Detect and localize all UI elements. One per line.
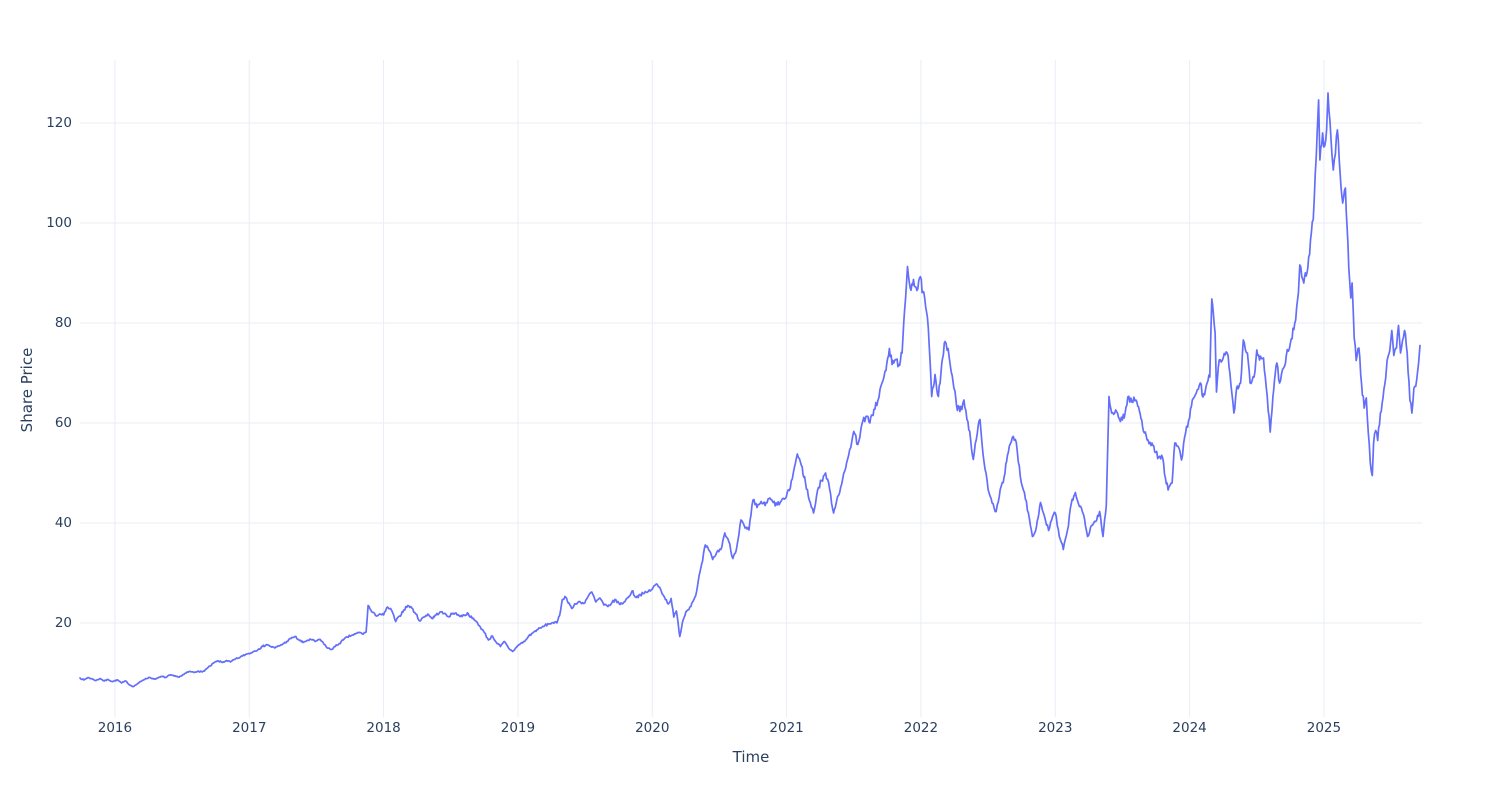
y-tick-label: 80 bbox=[54, 315, 72, 331]
y-tick-label: 120 bbox=[46, 115, 72, 131]
x-tick-label: 2022 bbox=[903, 720, 939, 736]
y-tick-label: 20 bbox=[54, 615, 72, 631]
price-line-layer bbox=[79, 92, 1421, 688]
x-tick-label: 2025 bbox=[1306, 720, 1342, 736]
y-tick-label: 60 bbox=[54, 415, 72, 431]
gridlines bbox=[80, 60, 1422, 717]
x-tick-label: 2016 bbox=[97, 720, 133, 736]
share-price-line bbox=[79, 92, 1421, 688]
x-tick-label: 2018 bbox=[366, 720, 401, 736]
x-tick-label: 2017 bbox=[232, 720, 267, 736]
x-axis-title: Time bbox=[732, 748, 770, 766]
y-tick-label: 100 bbox=[46, 215, 72, 231]
x-tick-label: 2019 bbox=[500, 720, 536, 736]
x-tick-label: 2021 bbox=[769, 720, 804, 736]
x-tick-label: 2020 bbox=[635, 720, 670, 736]
x-tick-label: 2023 bbox=[1038, 720, 1073, 736]
x-tick-label: 2024 bbox=[1172, 720, 1207, 736]
y-tick-label: 40 bbox=[54, 515, 72, 531]
y-axis-title: Share Price bbox=[18, 347, 36, 433]
